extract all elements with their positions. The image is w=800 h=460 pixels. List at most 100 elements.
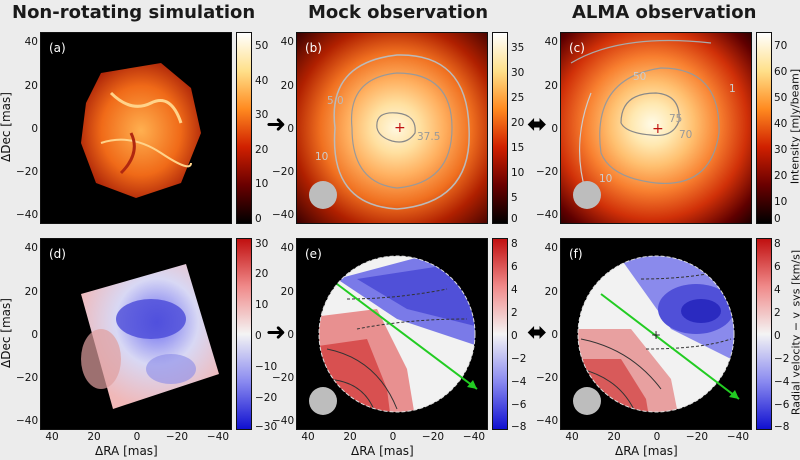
right-arrow-icon: ➜ xyxy=(266,318,287,346)
y-tick: 40 xyxy=(280,242,294,254)
cb-tick: 40 xyxy=(774,118,788,130)
cb-tick: 5 xyxy=(511,192,518,204)
cb-tick: 10 xyxy=(255,178,269,190)
cb-tick: 35 xyxy=(511,42,525,54)
cb-tick: 20 xyxy=(255,144,269,156)
x-tick: 0 xyxy=(133,431,141,443)
y-tick: 0 xyxy=(31,123,38,135)
panel-a-label: (a) xyxy=(49,41,66,55)
y-tick: 20 xyxy=(24,80,38,92)
x-axis-label-e: ΔRA [mas] xyxy=(351,444,414,458)
panel-f-alma-velocity: + (f) xyxy=(560,238,752,430)
y-tick: −20 xyxy=(536,372,559,384)
cb-tick: 30 xyxy=(511,67,525,79)
svg-text:+: + xyxy=(394,120,406,136)
cb-tick: 40 xyxy=(255,75,269,87)
cb-tick: 4 xyxy=(511,284,518,296)
cb-tick: 2 xyxy=(511,307,518,319)
contour-label-c-10: 10 xyxy=(599,173,613,185)
y-tick: −20 xyxy=(536,166,559,178)
cb-tick: −4 xyxy=(774,376,790,388)
cb-tick: 30 xyxy=(255,109,269,121)
y-tick: −40 xyxy=(272,415,295,427)
cb-tick: 0 xyxy=(511,213,518,225)
y-tick: 40 xyxy=(24,36,38,48)
svg-text:+: + xyxy=(651,328,661,342)
cb-tick: 0 xyxy=(774,213,781,225)
x-axis-label-f: ΔRA [mas] xyxy=(615,444,678,458)
y-tick: 0 xyxy=(551,329,558,341)
cb-tick: 4 xyxy=(774,284,781,296)
double-arrow-icon: ⬌ xyxy=(527,318,548,346)
colorbar-bot-right xyxy=(756,238,772,430)
colorbar-top-mid xyxy=(492,32,508,224)
beam-icon xyxy=(309,387,337,415)
x-tick: 40 xyxy=(565,431,579,443)
y-tick: −20 xyxy=(16,166,39,178)
panel-b-contours: + xyxy=(333,54,470,210)
y-tick: 0 xyxy=(287,329,294,341)
y-axis-label-top: ΔDec [mas] xyxy=(0,92,13,162)
cb-tick: 0 xyxy=(774,330,781,342)
panel-e-label: (e) xyxy=(305,247,322,261)
title-alma: ALMA observation xyxy=(572,2,757,23)
panel-b-label: (b) xyxy=(305,41,322,55)
y-tick: 0 xyxy=(551,123,558,135)
y-tick: 40 xyxy=(24,242,38,254)
cb-tick: 6 xyxy=(511,261,518,273)
x-tick: −40 xyxy=(206,431,230,443)
y-tick: 20 xyxy=(24,286,38,298)
cb-tick: −20 xyxy=(255,392,278,404)
cb-tick: −2 xyxy=(511,353,527,365)
panel-d-velocity-sim: (d) xyxy=(40,238,232,430)
contour-label-b-10: 10 xyxy=(315,151,329,163)
panel-a-image xyxy=(81,63,201,198)
cb-tick: 70 xyxy=(774,40,788,52)
cb-tick: 30 xyxy=(774,144,788,156)
title-non-rotating: Non-rotating simulation xyxy=(12,2,256,23)
cb-tick: 10 xyxy=(511,167,525,179)
x-tick: 20 xyxy=(87,431,101,443)
y-tick: 40 xyxy=(544,242,558,254)
x-tick: −20 xyxy=(685,431,709,443)
y-tick: 0 xyxy=(31,329,38,341)
cb-tick: −6 xyxy=(774,399,790,411)
y-axis-label-bottom: ΔDec [mas] xyxy=(0,298,13,368)
x-tick: 0 xyxy=(389,431,397,443)
cb-tick: 8 xyxy=(511,238,518,250)
cb-tick: 6 xyxy=(774,261,781,273)
y-tick: −20 xyxy=(272,166,295,178)
cb-tick: 25 xyxy=(511,92,525,104)
right-arrow-icon: ➜ xyxy=(266,110,287,138)
x-tick: −20 xyxy=(165,431,189,443)
cb-tick: 2 xyxy=(774,307,781,319)
cb-tick: 10 xyxy=(774,196,788,208)
colorbar-top-left xyxy=(236,32,252,224)
velocity-colorbar-label: Radial velocity − v_sys [km/s] xyxy=(789,249,800,416)
cb-tick: 20 xyxy=(774,170,788,182)
contour-label-b-375: 37.5 xyxy=(417,131,441,143)
colorbar-bot-left xyxy=(236,238,252,430)
panel-d-image xyxy=(81,264,219,409)
colorbar-bot-mid xyxy=(492,238,508,430)
contour-label-c-70: 70 xyxy=(679,129,693,141)
y-tick: −40 xyxy=(536,415,559,427)
y-tick: 20 xyxy=(280,286,294,298)
intensity-colorbar-label: Intensity [mJy/beam] xyxy=(788,68,800,185)
x-tick: −20 xyxy=(421,431,445,443)
contour-label-c-1: 1 xyxy=(729,83,736,95)
beam-icon xyxy=(573,387,601,415)
beam-icon xyxy=(573,181,601,209)
y-tick: 20 xyxy=(544,80,558,92)
y-tick: −20 xyxy=(16,372,39,384)
panel-c-contours: + xyxy=(570,39,720,194)
y-tick: −40 xyxy=(16,209,39,221)
cb-tick: −6 xyxy=(511,399,527,411)
cb-tick: −2 xyxy=(774,353,790,365)
panel-f-label: (f) xyxy=(569,247,583,261)
title-mock: Mock observation xyxy=(308,2,489,23)
x-tick: 0 xyxy=(653,431,661,443)
x-tick: −40 xyxy=(462,431,486,443)
cb-tick: 20 xyxy=(255,268,269,280)
y-tick: 0 xyxy=(287,123,294,135)
